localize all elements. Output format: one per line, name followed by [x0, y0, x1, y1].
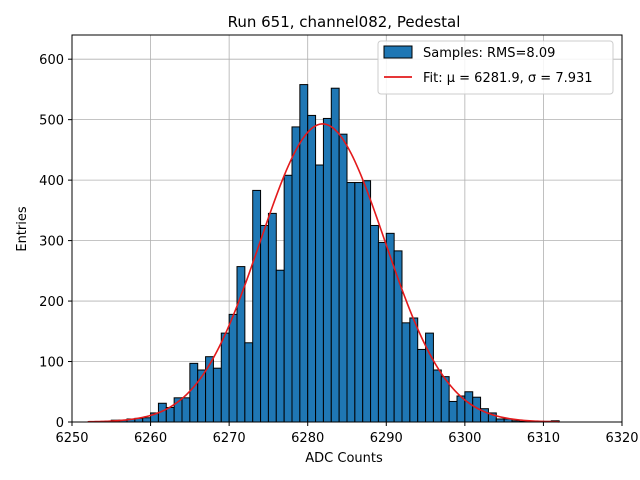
legend-label-fit: Fit: μ = 6281.9, σ = 7.931	[423, 71, 593, 86]
y-tick-label: 100	[39, 356, 64, 371]
tick-labels: 6250 6260 6270 6280 6290 6300 6310 6320 0 100 200 3…	[39, 53, 638, 446]
chart-title: Run 651, channel082, Pedestal	[228, 13, 461, 31]
legend-label-samples: Samples: RMS=8.09	[423, 46, 555, 61]
histogram-bar	[385, 232, 395, 423]
y-tick-label: 600	[39, 53, 64, 68]
histogram-bar	[205, 356, 214, 423]
histogram-bar	[322, 117, 332, 423]
fit-curve	[87, 123, 560, 423]
histogram-bar	[346, 182, 356, 423]
histogram-bar	[267, 212, 277, 423]
y-axis-label: Entries	[15, 206, 30, 252]
histogram-bar	[181, 397, 191, 423]
histogram-bar	[354, 182, 364, 423]
y-tick-label: 200	[39, 295, 64, 310]
histogram-bar	[299, 84, 309, 423]
histogram-bars	[110, 84, 560, 423]
histogram-bar	[362, 180, 372, 423]
y-tick-label: 500	[39, 114, 64, 129]
histogram-bar	[464, 391, 474, 423]
histogram-bar	[228, 313, 238, 423]
x-tick-label: 6320	[605, 431, 638, 446]
y-tick-label: 0	[56, 416, 64, 431]
fit-curve-layer	[87, 123, 560, 423]
legend: Samples: RMS=8.09 Fit: μ = 6281.9, σ = 7…	[377, 40, 614, 95]
histogram-bar	[448, 400, 458, 423]
histogram-bar	[283, 174, 293, 423]
histogram-bar	[401, 322, 411, 423]
x-tick-label: 6300	[448, 431, 481, 446]
x-tick-label: 6280	[291, 431, 324, 446]
histogram-bar	[315, 164, 324, 423]
x-tick-label: 6270	[213, 431, 246, 446]
histogram-bar	[260, 224, 269, 423]
histogram-bar	[409, 317, 419, 423]
histogram-bar	[142, 417, 152, 423]
histogram-bar	[189, 362, 199, 423]
histogram-bar	[370, 224, 379, 423]
histogram-bar	[338, 133, 348, 423]
legend-box	[377, 40, 614, 95]
x-tick-label: 6290	[370, 431, 403, 446]
x-axis-label: ADC Counts	[305, 451, 383, 466]
histogram-bar	[417, 348, 427, 423]
histogram-bar	[307, 114, 317, 423]
histogram-bar	[220, 332, 230, 423]
x-tick-label: 6260	[134, 431, 167, 446]
histogram-bar	[275, 269, 285, 423]
legend-swatch-samples	[383, 45, 413, 59]
y-tick-label: 400	[39, 174, 64, 189]
x-tick-label: 6310	[527, 431, 560, 446]
y-tick-label: 300	[39, 235, 64, 250]
histogram-bar	[330, 87, 340, 423]
histogram-bar	[291, 126, 301, 423]
histogram-bar	[165, 406, 175, 423]
plot-frame	[71, 34, 623, 423]
histogram-bar	[377, 241, 387, 423]
histogram-bar	[244, 342, 254, 423]
histogram-bar	[252, 189, 262, 423]
histogram-bar	[432, 369, 442, 423]
x-tick-label: 6250	[55, 431, 88, 446]
histogram-bar	[212, 367, 222, 423]
axes	[68, 34, 623, 426]
